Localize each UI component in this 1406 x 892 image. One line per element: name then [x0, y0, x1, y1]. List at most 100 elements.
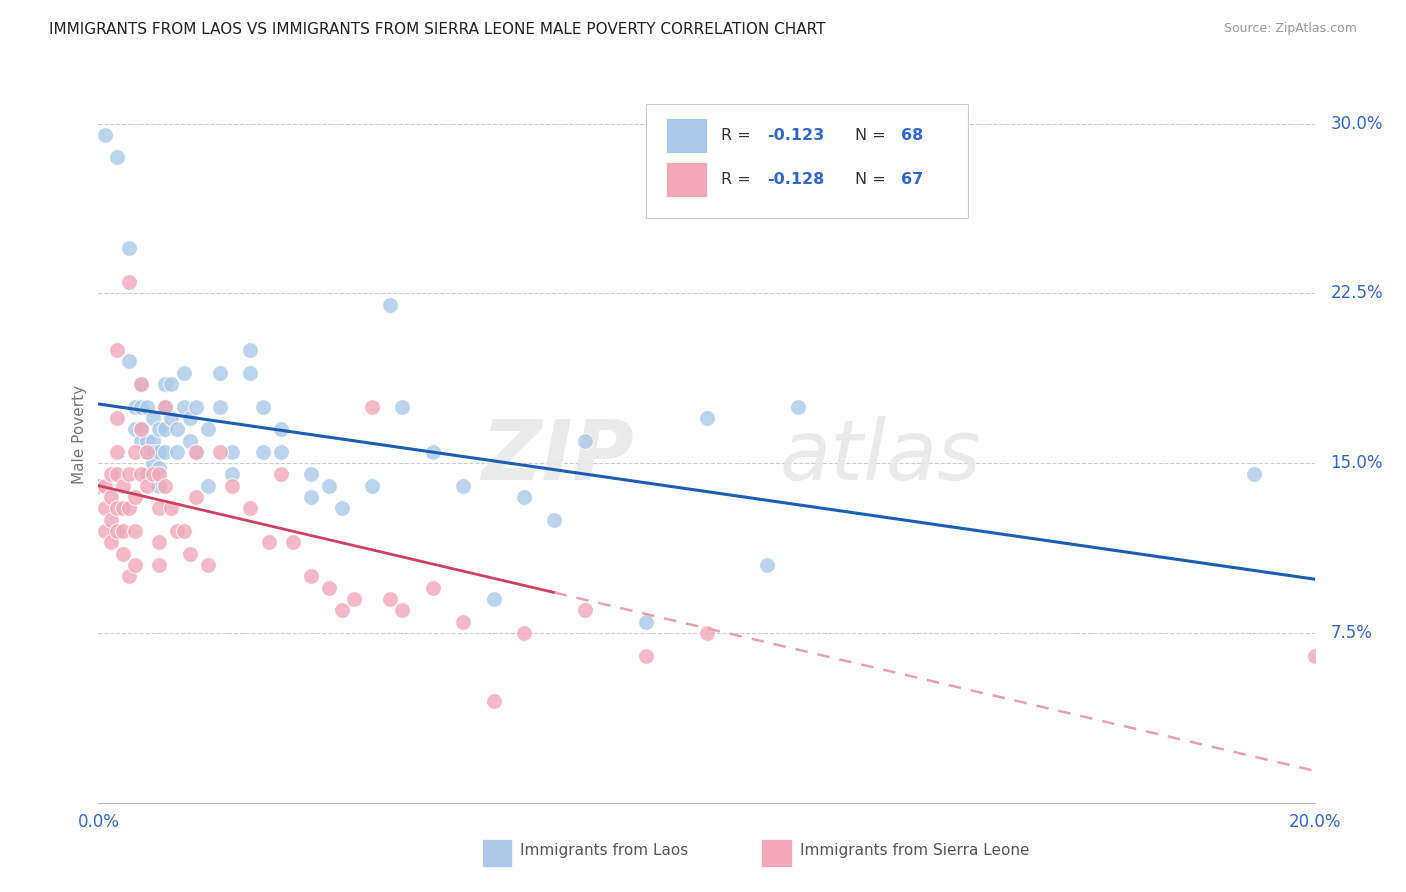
Point: [160, 501, 183, 516]
Point: [786, 400, 808, 414]
Point: [513, 490, 536, 504]
Text: 15.0%: 15.0%: [1330, 454, 1384, 472]
Point: [173, 366, 195, 380]
Point: [155, 376, 177, 391]
Text: 68: 68: [901, 128, 924, 143]
Point: [124, 445, 146, 459]
Point: [756, 558, 779, 572]
Point: [105, 467, 128, 482]
Point: [118, 354, 141, 368]
Point: [696, 626, 718, 640]
Point: [111, 501, 134, 516]
Point: [129, 422, 152, 436]
Point: [318, 479, 340, 493]
Point: [155, 479, 177, 493]
Point: [634, 615, 657, 629]
Point: [179, 410, 201, 425]
Point: [209, 366, 232, 380]
Point: [422, 445, 444, 459]
Point: [330, 501, 353, 516]
Point: [482, 592, 505, 607]
Point: [155, 445, 177, 459]
Point: [380, 298, 402, 312]
Point: [129, 434, 152, 448]
Text: -0.128: -0.128: [768, 172, 824, 187]
Point: [93, 524, 115, 538]
Text: atlas: atlas: [779, 417, 981, 498]
Point: [148, 558, 170, 572]
Point: [136, 445, 159, 459]
Text: 30.0%: 30.0%: [1330, 114, 1384, 133]
Point: [100, 535, 122, 549]
Point: [361, 479, 384, 493]
Point: [209, 445, 232, 459]
Point: [361, 400, 384, 414]
Point: [124, 400, 146, 414]
Point: [252, 400, 274, 414]
Point: [166, 524, 188, 538]
Point: [391, 400, 413, 414]
Point: [155, 400, 177, 414]
Point: [299, 467, 322, 482]
Point: [155, 400, 177, 414]
Point: [136, 467, 159, 482]
Y-axis label: Male Poverty: Male Poverty: [72, 385, 87, 484]
Text: -0.123: -0.123: [768, 128, 824, 143]
Point: [118, 569, 141, 583]
Point: [93, 128, 115, 142]
Point: [299, 569, 322, 583]
Point: [105, 410, 128, 425]
Point: [136, 434, 159, 448]
Point: [105, 501, 128, 516]
Point: [453, 479, 475, 493]
FancyBboxPatch shape: [645, 103, 967, 218]
Text: Source: ZipAtlas.com: Source: ZipAtlas.com: [1223, 22, 1357, 36]
Point: [111, 479, 134, 493]
Point: [142, 445, 165, 459]
Point: [105, 343, 128, 357]
Point: [179, 434, 201, 448]
Point: [142, 467, 165, 482]
Bar: [666, 118, 707, 153]
Point: [173, 524, 195, 538]
Point: [343, 592, 366, 607]
Point: [184, 490, 207, 504]
Point: [166, 422, 188, 436]
Point: [239, 501, 262, 516]
Point: [221, 467, 243, 482]
Point: [1243, 467, 1265, 482]
Point: [173, 400, 195, 414]
Point: [160, 410, 183, 425]
Point: [111, 524, 134, 538]
Point: [197, 422, 219, 436]
Text: R =: R =: [721, 128, 756, 143]
Point: [142, 434, 165, 448]
Point: [148, 445, 170, 459]
Point: [100, 490, 122, 504]
Point: [166, 445, 188, 459]
Bar: [666, 161, 707, 197]
Point: [513, 626, 536, 640]
Point: [197, 479, 219, 493]
Point: [422, 581, 444, 595]
Point: [543, 513, 565, 527]
Point: [129, 467, 152, 482]
Point: [270, 422, 292, 436]
Point: [118, 241, 141, 255]
Point: [129, 400, 152, 414]
Text: Immigrants from Sierra Leone: Immigrants from Sierra Leone: [800, 843, 1029, 858]
Point: [209, 400, 232, 414]
Text: R =: R =: [721, 172, 756, 187]
Point: [184, 400, 207, 414]
Text: 22.5%: 22.5%: [1330, 285, 1384, 302]
Point: [93, 479, 115, 493]
Bar: [761, 838, 792, 867]
Point: [148, 422, 170, 436]
Point: [118, 467, 141, 482]
Point: [197, 558, 219, 572]
Point: [100, 467, 122, 482]
Point: [124, 490, 146, 504]
Text: IMMIGRANTS FROM LAOS VS IMMIGRANTS FROM SIERRA LEONE MALE POVERTY CORRELATION CH: IMMIGRANTS FROM LAOS VS IMMIGRANTS FROM …: [49, 22, 825, 37]
Point: [281, 535, 304, 549]
Point: [148, 479, 170, 493]
